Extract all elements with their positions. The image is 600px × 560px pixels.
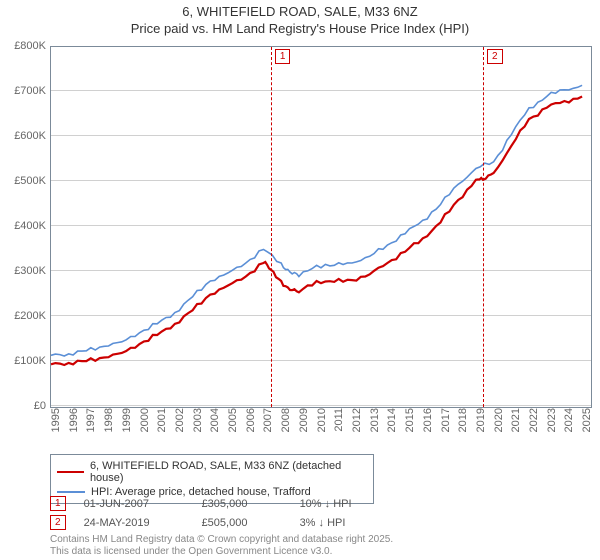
x-tick-label: 2017 bbox=[440, 408, 452, 432]
credit-text: Contains HM Land Registry data © Crown c… bbox=[50, 534, 393, 558]
y-tick-label: £0 bbox=[34, 400, 46, 412]
sale-row: 1 01-JUN-2007 £305,000 10% ↓ HPI bbox=[50, 494, 390, 513]
sale-row: 2 24-MAY-2019 £505,000 3% ↓ HPI bbox=[50, 513, 390, 532]
sale-date: 01-JUN-2007 bbox=[84, 498, 184, 510]
x-tick-label: 2005 bbox=[227, 408, 239, 432]
x-tick-label: 2018 bbox=[457, 408, 469, 432]
y-tick-label: £600K bbox=[14, 130, 46, 142]
sale-marker-badge: 1 bbox=[50, 496, 66, 511]
sale-price: £505,000 bbox=[202, 517, 282, 529]
sale-diff: 3% ↓ HPI bbox=[300, 517, 390, 529]
sale-marker-badge: 2 bbox=[487, 49, 503, 64]
sale-marker: 1 bbox=[271, 47, 272, 407]
chart-container: 6, WHITEFIELD ROAD, SALE, M33 6NZ Price … bbox=[0, 0, 600, 560]
x-tick-label: 2024 bbox=[563, 408, 575, 432]
x-axis: 1995 1996 1997 1998 1999 2000 2001 2002 2003 2004… bbox=[50, 406, 590, 454]
x-tick-label: 2021 bbox=[510, 408, 522, 432]
y-axis: £0£100K£200K£300K£400K£500K£600K£700K£80… bbox=[0, 46, 50, 406]
x-tick-label: 2022 bbox=[528, 408, 540, 432]
x-tick-label: 2015 bbox=[404, 408, 416, 432]
x-tick-label: 1995 bbox=[50, 408, 62, 432]
x-tick-label: 2016 bbox=[422, 408, 434, 432]
x-tick-label: 2008 bbox=[280, 408, 292, 432]
title-line-2: Price paid vs. HM Land Registry's House … bbox=[0, 21, 600, 38]
y-tick-label: £300K bbox=[14, 265, 46, 277]
plot-area: 12 bbox=[50, 46, 592, 408]
legend-swatch bbox=[57, 491, 85, 493]
sale-price: £305,000 bbox=[202, 498, 282, 510]
x-tick-label: 1996 bbox=[68, 408, 80, 432]
series-line bbox=[51, 85, 582, 356]
x-tick-label: 1998 bbox=[103, 408, 115, 432]
credit-line-2: This data is licensed under the Open Gov… bbox=[50, 546, 393, 558]
x-tick-label: 2025 bbox=[581, 408, 593, 432]
legend-item: 6, WHITEFIELD ROAD, SALE, M33 6NZ (detac… bbox=[57, 459, 367, 485]
x-tick-label: 2013 bbox=[369, 408, 381, 432]
sale-marker-badge: 1 bbox=[275, 49, 291, 64]
sale-marker-badge: 2 bbox=[50, 515, 66, 530]
x-tick-label: 2003 bbox=[192, 408, 204, 432]
y-tick-label: £700K bbox=[14, 85, 46, 97]
x-tick-label: 2004 bbox=[209, 408, 221, 432]
x-tick-label: 2014 bbox=[386, 408, 398, 432]
x-tick-label: 2019 bbox=[475, 408, 487, 432]
x-tick-label: 2001 bbox=[156, 408, 168, 432]
x-tick-label: 1997 bbox=[85, 408, 97, 432]
sale-date: 24-MAY-2019 bbox=[84, 517, 184, 529]
x-tick-label: 2023 bbox=[546, 408, 558, 432]
sales-table: 1 01-JUN-2007 £305,000 10% ↓ HPI 2 24-MAY-201… bbox=[50, 494, 390, 532]
legend-label: 6, WHITEFIELD ROAD, SALE, M33 6NZ (detac… bbox=[90, 460, 367, 484]
credit-line-1: Contains HM Land Registry data © Crown c… bbox=[50, 534, 393, 546]
series-line bbox=[51, 97, 582, 366]
chart-lines bbox=[51, 47, 591, 407]
x-tick-label: 2011 bbox=[333, 408, 345, 432]
sale-diff: 10% ↓ HPI bbox=[300, 498, 390, 510]
y-tick-label: £100K bbox=[14, 355, 46, 367]
y-tick-label: £200K bbox=[14, 310, 46, 322]
x-tick-label: 2007 bbox=[262, 408, 274, 432]
x-tick-label: 1999 bbox=[121, 408, 133, 432]
x-tick-label: 2012 bbox=[351, 408, 363, 432]
title-line-1: 6, WHITEFIELD ROAD, SALE, M33 6NZ bbox=[0, 4, 600, 21]
x-tick-label: 2020 bbox=[493, 408, 505, 432]
sale-marker: 2 bbox=[483, 47, 484, 407]
x-tick-label: 2009 bbox=[298, 408, 310, 432]
y-tick-label: £400K bbox=[14, 220, 46, 232]
chart-title-block: 6, WHITEFIELD ROAD, SALE, M33 6NZ Price … bbox=[0, 0, 600, 38]
x-tick-label: 2002 bbox=[174, 408, 186, 432]
x-tick-label: 2006 bbox=[245, 408, 257, 432]
x-tick-label: 2010 bbox=[316, 408, 328, 432]
x-tick-label: 2000 bbox=[139, 408, 151, 432]
y-tick-label: £500K bbox=[14, 175, 46, 187]
y-tick-label: £800K bbox=[14, 40, 46, 52]
legend-swatch bbox=[57, 471, 84, 473]
